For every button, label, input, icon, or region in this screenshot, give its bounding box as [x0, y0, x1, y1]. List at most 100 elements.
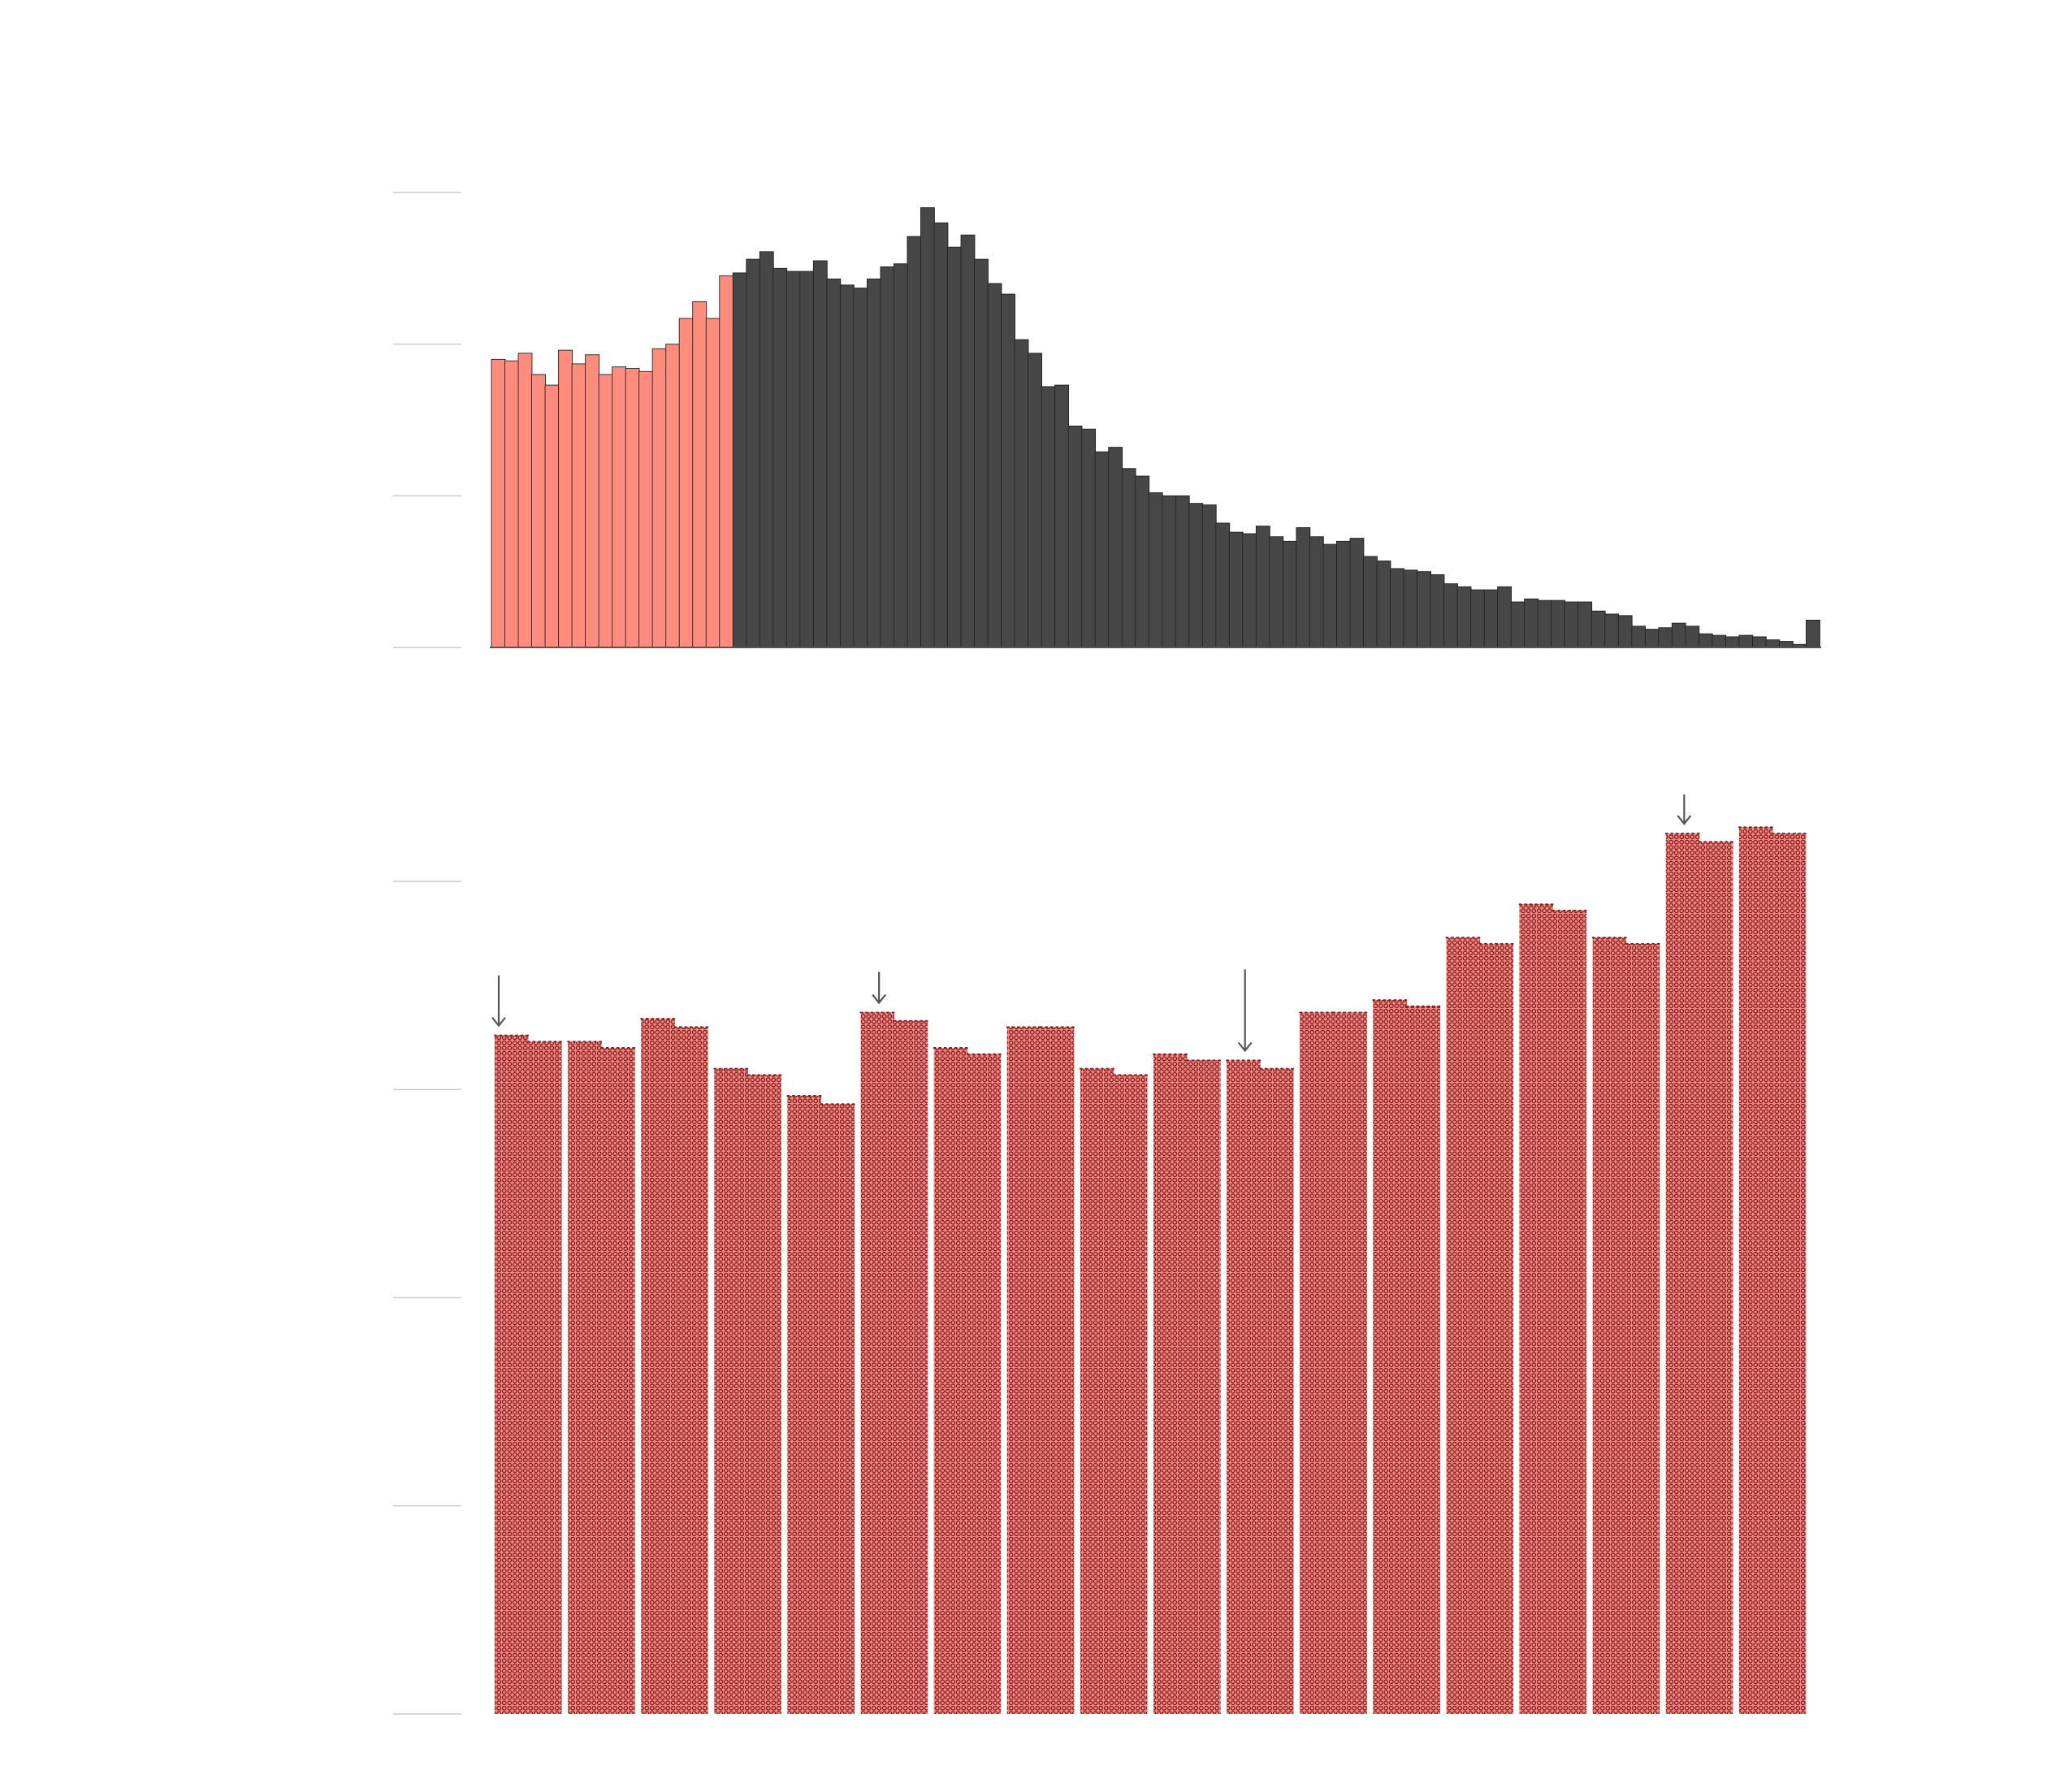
- bottom-bar: [1113, 1075, 1148, 1714]
- top-gridlines: [393, 192, 461, 648]
- top-bar: [839, 284, 855, 648]
- top-bar: [719, 275, 734, 648]
- bottom-bar: [1006, 1027, 1041, 1714]
- bottom-bar: [1040, 1027, 1075, 1714]
- top-bar: [531, 374, 546, 648]
- top-bar: [960, 234, 976, 648]
- top-bar: [1349, 538, 1365, 648]
- top-bar: [1309, 536, 1324, 648]
- bottom-bar: [894, 1020, 928, 1714]
- top-bar: [1751, 636, 1767, 648]
- bottom-bar: [1738, 827, 1773, 1714]
- top-bar: [1779, 641, 1794, 648]
- top-bar: [1336, 540, 1351, 648]
- top-bar: [1685, 625, 1700, 648]
- top-bar: [1228, 531, 1244, 648]
- bottom-bar: [1625, 943, 1660, 1714]
- top-bar: [1363, 556, 1378, 648]
- top-bar: [1456, 586, 1472, 648]
- bottom-bars: [494, 826, 1807, 1714]
- top-bar: [612, 366, 627, 648]
- top-bar: [504, 360, 519, 648]
- top-bar: [1590, 610, 1606, 648]
- top-bar: [866, 278, 881, 648]
- bottom-bar: [568, 1041, 602, 1714]
- top-bar: [1242, 533, 1257, 648]
- top-bar: [1470, 589, 1485, 648]
- top-bar: [1698, 633, 1713, 648]
- top-bar: [1617, 615, 1633, 648]
- top-bar: [692, 301, 708, 648]
- top-bar: [1551, 599, 1566, 648]
- bottom-bar: [1333, 1012, 1367, 1714]
- top-bar: [1282, 540, 1297, 648]
- top-bar: [571, 363, 586, 648]
- top-bar: [1631, 625, 1647, 648]
- top-bar: [799, 271, 815, 648]
- top-bar-chart: [393, 192, 1821, 648]
- top-bar: [1403, 569, 1418, 648]
- top-bar: [987, 283, 1002, 648]
- bottom-bar: [1406, 1006, 1440, 1714]
- top-bar: [1537, 599, 1552, 648]
- top-bar: [1644, 629, 1660, 648]
- bottom-bar: [641, 1019, 675, 1714]
- top-bar: [1054, 384, 1070, 648]
- top-bar: [678, 318, 694, 648]
- top-bar: [585, 354, 599, 648]
- top-bar: [1041, 386, 1056, 648]
- bottom-bar: [1592, 937, 1627, 1714]
- top-bar: [1028, 353, 1042, 648]
- bottom-bar-chart: [393, 794, 1807, 1715]
- top-bar: [558, 349, 573, 648]
- bottom-bar: [1552, 910, 1587, 1714]
- top-bar: [1175, 495, 1190, 648]
- bottom-bar: [1446, 937, 1480, 1714]
- bottom-bar: [787, 1095, 821, 1714]
- top-bar: [853, 288, 868, 648]
- top-bar: [1135, 475, 1150, 648]
- top-bar: [732, 272, 747, 648]
- top-bar: [1483, 589, 1499, 648]
- top-bar: [1322, 543, 1338, 648]
- bottom-bar: [1699, 842, 1733, 1714]
- top-bar: [759, 251, 774, 648]
- top-bar: [544, 384, 560, 648]
- top-bar: [1765, 639, 1781, 648]
- top-bar: [746, 258, 761, 648]
- top-bar: [665, 344, 681, 648]
- bottom-bar: [967, 1054, 1002, 1714]
- top-bar: [933, 222, 949, 648]
- top-bar: [826, 278, 842, 648]
- bottom-bar: [601, 1048, 635, 1714]
- top-bar: [1430, 574, 1445, 648]
- top-bar: [625, 368, 640, 648]
- top-bar: [1215, 522, 1231, 648]
- top-bar: [785, 271, 801, 648]
- bottom-annotations: [491, 794, 1692, 1053]
- top-bar: [1671, 622, 1686, 648]
- top-bar: [1376, 561, 1391, 648]
- top-bar: [1806, 619, 1820, 648]
- bottom-bar: [1519, 904, 1554, 1714]
- top-bar: [651, 348, 667, 648]
- top-bar: [1604, 613, 1620, 648]
- top-bar: [1497, 586, 1513, 648]
- bottom-bar: [1373, 1000, 1407, 1714]
- top-bar: [920, 207, 935, 648]
- top-bar: [1148, 492, 1163, 648]
- top-bar: [598, 374, 613, 648]
- bottom-gridlines: [393, 881, 461, 1715]
- top-bar: [1296, 527, 1311, 648]
- bottom-bar: [1479, 943, 1514, 1714]
- bottom-bar: [747, 1075, 781, 1714]
- top-bar: [974, 258, 989, 648]
- top-bar: [1524, 598, 1539, 648]
- bottom-bar: [1772, 833, 1807, 1714]
- top-bar: [1201, 504, 1217, 648]
- top-bar: [1188, 503, 1204, 648]
- top-bar: [1162, 495, 1177, 648]
- bottom-bar: [820, 1104, 855, 1714]
- top-bar: [1014, 339, 1029, 648]
